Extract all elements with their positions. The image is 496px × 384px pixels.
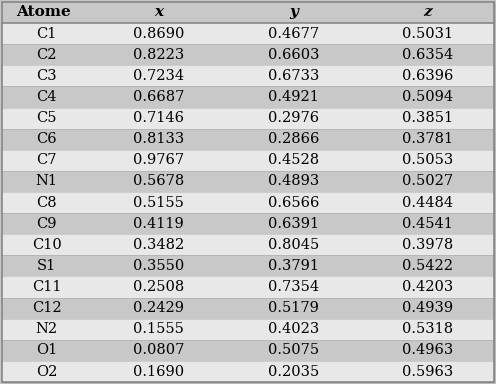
Text: 0.9767: 0.9767 xyxy=(133,153,184,167)
Text: y: y xyxy=(289,5,298,20)
Bar xyxy=(2,213,494,234)
Text: 0.5678: 0.5678 xyxy=(133,174,184,189)
Text: 0.5963: 0.5963 xyxy=(402,364,453,379)
Text: 0.4484: 0.4484 xyxy=(402,195,453,210)
Text: 0.6354: 0.6354 xyxy=(402,48,453,62)
Text: 0.6391: 0.6391 xyxy=(268,217,319,231)
Text: 0.5318: 0.5318 xyxy=(402,322,453,336)
Text: O1: O1 xyxy=(36,343,58,358)
Text: 0.5031: 0.5031 xyxy=(402,26,453,41)
Bar xyxy=(2,65,494,86)
Bar xyxy=(2,23,494,44)
Bar xyxy=(2,192,494,213)
Bar xyxy=(2,2,494,23)
Bar xyxy=(2,361,494,382)
Text: C11: C11 xyxy=(32,280,62,294)
Text: 0.0807: 0.0807 xyxy=(133,343,184,358)
Text: 0.4528: 0.4528 xyxy=(268,153,319,167)
Text: 0.2429: 0.2429 xyxy=(133,301,184,315)
Text: 0.1555: 0.1555 xyxy=(133,322,184,336)
Text: 0.4677: 0.4677 xyxy=(268,26,319,41)
Text: C4: C4 xyxy=(36,90,57,104)
Text: 0.8690: 0.8690 xyxy=(133,26,184,41)
Text: S1: S1 xyxy=(37,259,57,273)
Text: z: z xyxy=(423,5,432,20)
Text: N1: N1 xyxy=(36,174,58,189)
Text: 0.3781: 0.3781 xyxy=(402,132,453,146)
Text: 0.5053: 0.5053 xyxy=(402,153,453,167)
Text: 0.5027: 0.5027 xyxy=(402,174,453,189)
Text: C6: C6 xyxy=(36,132,57,146)
Bar xyxy=(2,108,494,129)
Text: 0.6603: 0.6603 xyxy=(268,48,319,62)
Bar xyxy=(2,86,494,108)
Text: C10: C10 xyxy=(32,238,62,252)
Text: C8: C8 xyxy=(36,195,57,210)
Text: Atome: Atome xyxy=(16,5,70,20)
Bar xyxy=(2,171,494,192)
Text: 0.2976: 0.2976 xyxy=(268,111,319,125)
Text: 0.5422: 0.5422 xyxy=(402,259,453,273)
Bar xyxy=(2,129,494,150)
Text: 0.4939: 0.4939 xyxy=(402,301,453,315)
Text: 0.3851: 0.3851 xyxy=(402,111,453,125)
Text: 0.2035: 0.2035 xyxy=(268,364,319,379)
Text: 0.5075: 0.5075 xyxy=(268,343,319,358)
Text: 0.8133: 0.8133 xyxy=(133,132,184,146)
Bar xyxy=(2,150,494,171)
Text: 0.8223: 0.8223 xyxy=(133,48,184,62)
Text: 0.6687: 0.6687 xyxy=(133,90,184,104)
Text: 0.7146: 0.7146 xyxy=(133,111,184,125)
Text: N2: N2 xyxy=(36,322,58,336)
Text: 0.5179: 0.5179 xyxy=(268,301,319,315)
Text: 0.6566: 0.6566 xyxy=(268,195,319,210)
Text: 0.6733: 0.6733 xyxy=(268,69,319,83)
Text: 0.4921: 0.4921 xyxy=(268,90,319,104)
Text: 0.4541: 0.4541 xyxy=(402,217,453,231)
Text: C3: C3 xyxy=(36,69,57,83)
Text: 0.4893: 0.4893 xyxy=(268,174,319,189)
Bar xyxy=(2,298,494,319)
Text: x: x xyxy=(154,5,163,20)
Text: 0.4963: 0.4963 xyxy=(402,343,453,358)
Text: C5: C5 xyxy=(36,111,57,125)
Text: 0.4023: 0.4023 xyxy=(268,322,319,336)
Text: O2: O2 xyxy=(36,364,58,379)
Text: 0.2508: 0.2508 xyxy=(133,280,184,294)
Text: 0.2866: 0.2866 xyxy=(268,132,319,146)
Text: 0.7234: 0.7234 xyxy=(133,69,184,83)
Bar xyxy=(2,255,494,276)
Bar xyxy=(2,44,494,65)
Text: C1: C1 xyxy=(37,26,57,41)
Bar xyxy=(2,340,494,361)
Text: 0.3482: 0.3482 xyxy=(133,238,184,252)
Text: 0.4119: 0.4119 xyxy=(133,217,184,231)
Text: C7: C7 xyxy=(36,153,57,167)
Text: 0.7354: 0.7354 xyxy=(268,280,319,294)
Text: 0.3550: 0.3550 xyxy=(133,259,184,273)
Bar xyxy=(2,276,494,298)
Text: 0.4203: 0.4203 xyxy=(402,280,453,294)
Text: 0.3791: 0.3791 xyxy=(268,259,319,273)
Text: 0.3978: 0.3978 xyxy=(402,238,453,252)
Text: C12: C12 xyxy=(32,301,62,315)
Text: 0.6396: 0.6396 xyxy=(402,69,453,83)
Text: C2: C2 xyxy=(36,48,57,62)
Text: C9: C9 xyxy=(36,217,57,231)
Text: 0.8045: 0.8045 xyxy=(268,238,319,252)
Text: 0.5094: 0.5094 xyxy=(402,90,453,104)
Text: 0.5155: 0.5155 xyxy=(133,195,184,210)
Bar xyxy=(2,234,494,255)
Bar xyxy=(2,319,494,340)
Text: 0.1690: 0.1690 xyxy=(133,364,184,379)
